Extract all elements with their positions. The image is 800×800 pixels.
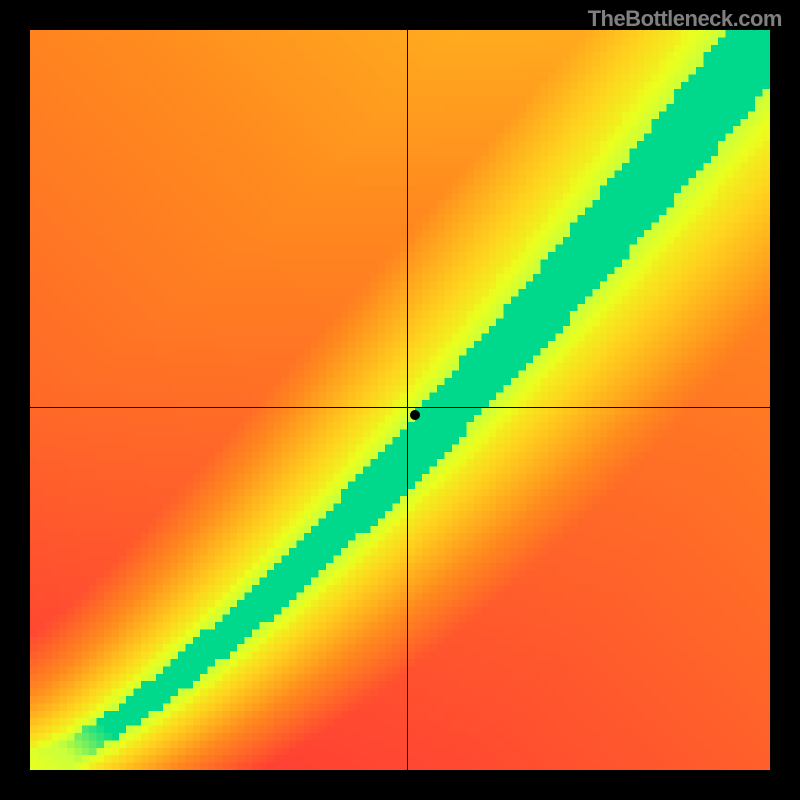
crosshair-horizontal: [30, 407, 770, 409]
bottleneck-heatmap: [30, 30, 770, 770]
crosshair-vertical: [407, 30, 409, 770]
crosshair-marker: [410, 410, 420, 420]
watermark-text: TheBottleneck.com: [588, 6, 782, 32]
heatmap-canvas: [30, 30, 770, 770]
